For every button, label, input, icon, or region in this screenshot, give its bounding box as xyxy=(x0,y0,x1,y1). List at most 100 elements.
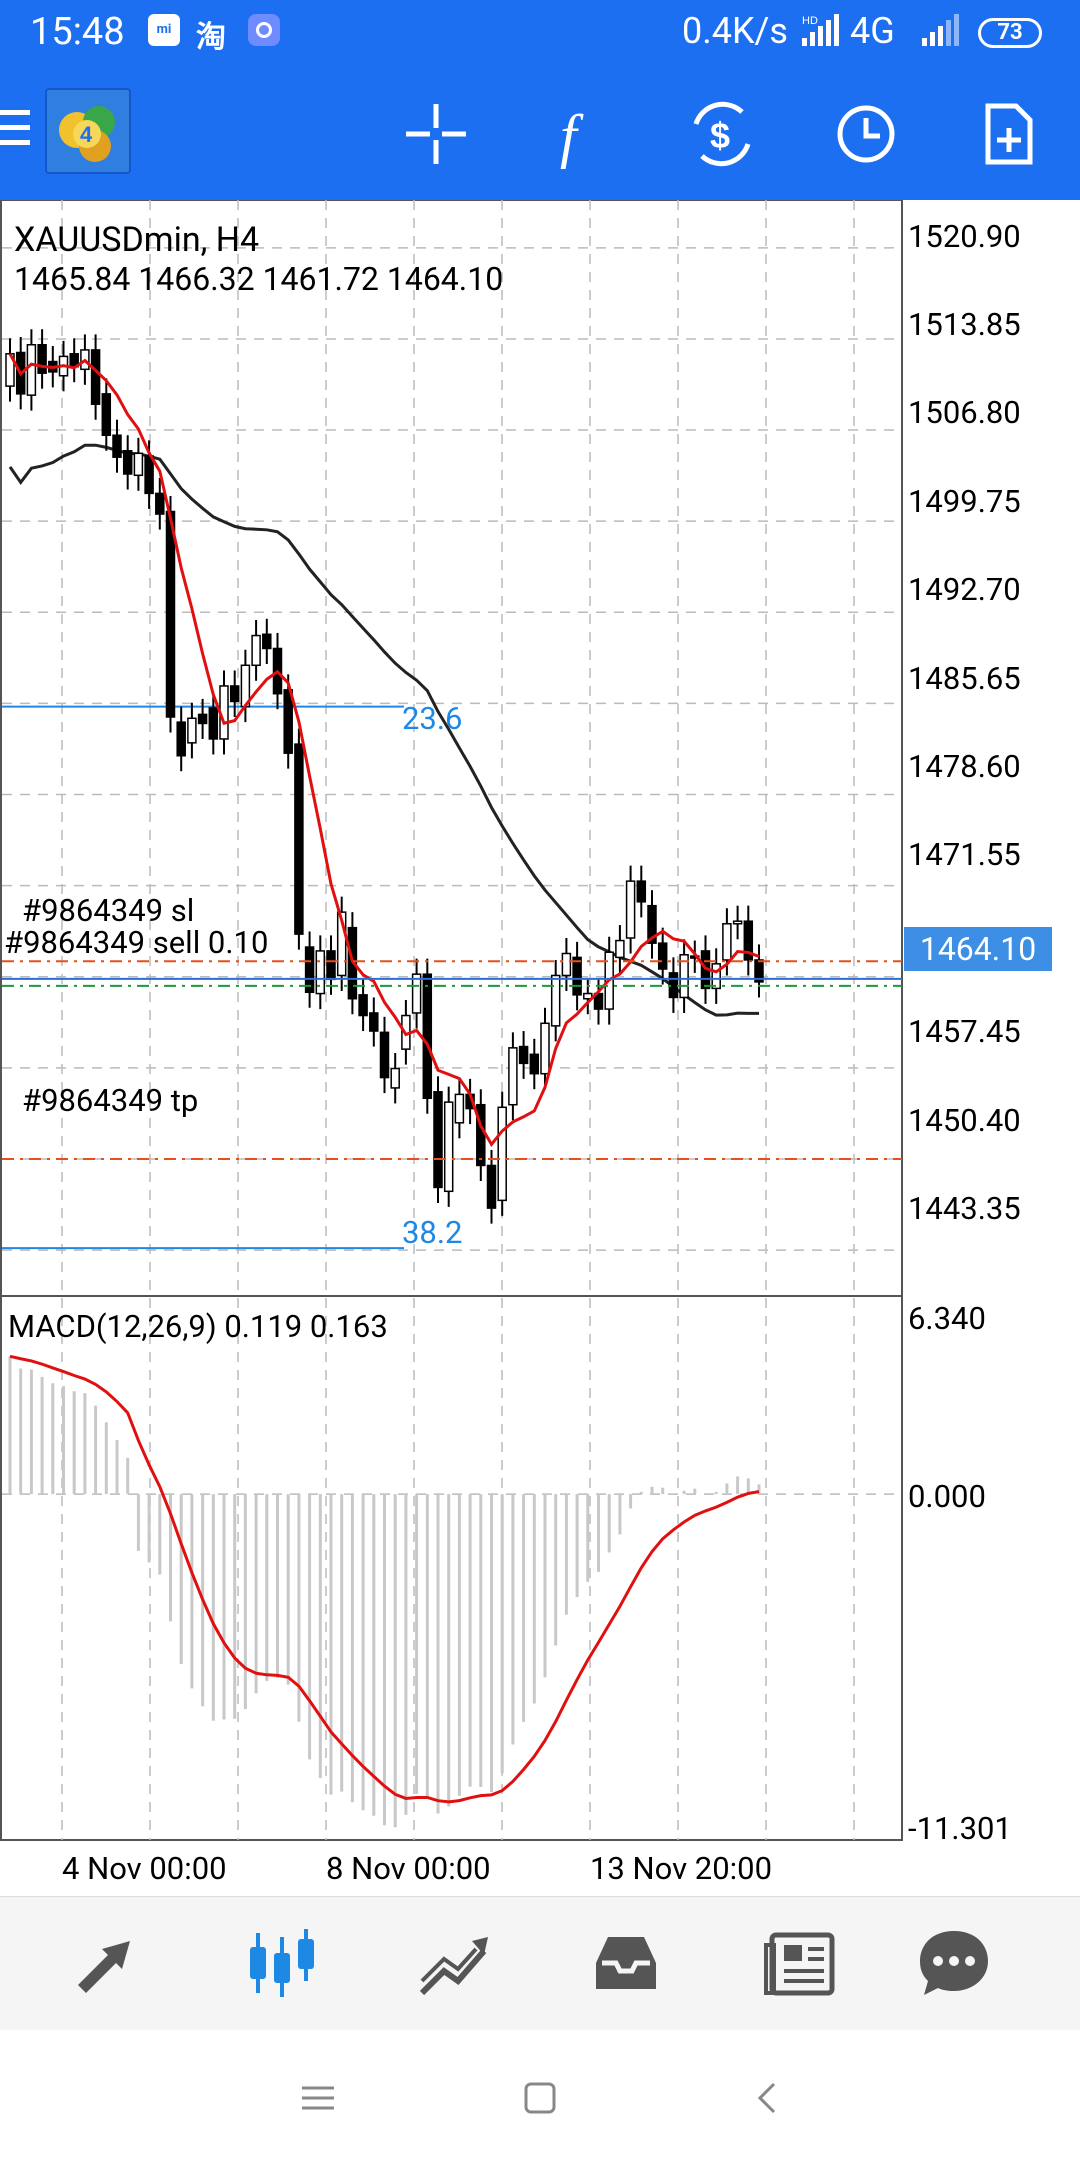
candle-body xyxy=(540,1022,550,1075)
order-sell-label: #9864349 sell 0.10 xyxy=(4,924,269,961)
candle-body xyxy=(379,1031,390,1079)
search-app-icon xyxy=(248,14,280,46)
trade-trend-icon[interactable] xyxy=(414,1923,494,2003)
price-axis-label: 1450.40 xyxy=(908,1102,1021,1139)
chart-area[interactable]: XAUUSDmin, H4 1465.84 1466.32 1461.72 14… xyxy=(0,200,1080,1900)
candle-body xyxy=(722,923,732,961)
candle-body xyxy=(486,1164,497,1209)
price-chart[interactable] xyxy=(0,200,1080,1900)
current-price-badge: 1464.10 xyxy=(904,927,1052,971)
candle-body xyxy=(187,717,197,744)
candle-body xyxy=(369,1012,379,1032)
candle-body xyxy=(144,455,154,495)
candle-body xyxy=(615,939,625,959)
chart-candles-icon[interactable] xyxy=(242,1923,322,2003)
candle-body xyxy=(657,942,668,970)
hd-label: HD xyxy=(802,15,818,27)
taobao-icon: 淘 xyxy=(196,20,226,55)
system-nav-bar xyxy=(0,2030,1080,2160)
candle-body xyxy=(732,920,743,925)
signal-hd-icon: HD xyxy=(802,14,839,46)
candle-body xyxy=(625,880,636,939)
order-tp-label: #9864349 tp xyxy=(22,1082,199,1119)
chart-frame xyxy=(0,200,903,1841)
indicators-icon[interactable]: f xyxy=(538,94,618,174)
status-time: 15:48 xyxy=(30,10,125,54)
candle-body xyxy=(112,434,122,458)
svg-text:4: 4 xyxy=(80,122,93,147)
svg-text:f: f xyxy=(560,103,584,169)
mt4-logo-icon: 4 xyxy=(59,106,115,162)
candle-body xyxy=(165,510,176,718)
time-axis-label: 13 Nov 20:00 xyxy=(590,1850,773,1887)
svg-text:$: $ xyxy=(710,115,730,156)
candle-body xyxy=(326,950,336,981)
candle-body xyxy=(711,963,721,990)
candle-body xyxy=(443,1101,454,1193)
news-icon[interactable] xyxy=(760,1923,840,2003)
order-sl-label: #9864349 sl xyxy=(22,892,195,929)
signal-icon xyxy=(922,14,959,46)
candle-body xyxy=(518,1045,529,1065)
candle-body xyxy=(433,1091,443,1189)
price-axis-label: 1457.45 xyxy=(908,1013,1021,1050)
candle-body xyxy=(743,920,754,961)
candle-body xyxy=(754,959,764,983)
macd-signal-line xyxy=(9,1354,760,1804)
candle-body xyxy=(90,349,101,405)
candle-body xyxy=(251,634,261,667)
macd-axis-bottom: -11.301 xyxy=(908,1810,1012,1847)
candle-body xyxy=(411,973,422,1014)
chat-icon[interactable] xyxy=(914,1923,994,2003)
ohlc-values: 1465.84 1466.32 1461.72 1464.10 xyxy=(14,260,504,298)
candle-body xyxy=(315,950,326,995)
price-axis-label: 1506.80 xyxy=(908,394,1021,431)
new-order-icon[interactable] xyxy=(968,94,1048,174)
price-axis-label: 1513.85 xyxy=(908,306,1021,343)
price-axis-label: 1471.55 xyxy=(908,836,1021,873)
history-inbox-icon[interactable] xyxy=(586,1923,666,2003)
quotes-arrows-icon[interactable] xyxy=(68,1923,148,2003)
price-axis-label: 1485.65 xyxy=(908,660,1021,697)
candle-body xyxy=(155,492,165,515)
time-axis-label: 4 Nov 00:00 xyxy=(62,1850,227,1887)
status-bar: 15:48 mi 淘 0.4K/s HD 4G 73 xyxy=(0,0,1080,64)
menu-icon[interactable] xyxy=(0,110,30,150)
candle-body xyxy=(283,689,293,754)
candle-body xyxy=(133,452,144,477)
candle-body xyxy=(679,954,689,999)
macd-axis-zero: 0.000 xyxy=(908,1478,986,1515)
candle-body xyxy=(529,1053,540,1075)
price-axis-label: 1499.75 xyxy=(908,483,1021,520)
candle-body xyxy=(122,449,133,475)
candle-body xyxy=(358,994,368,1017)
macd-axis-top: 6.340 xyxy=(908,1300,986,1337)
candle-body xyxy=(561,952,572,977)
candle-body xyxy=(636,880,647,903)
candle-body xyxy=(583,992,593,1000)
period-clock-icon[interactable] xyxy=(826,94,906,174)
home-square-icon[interactable] xyxy=(520,2078,560,2118)
fibo-label-38: 38.2 xyxy=(402,1214,463,1251)
candle-body xyxy=(304,946,315,994)
fibo-label-23: 23.6 xyxy=(402,700,463,737)
price-axis-label: 1443.35 xyxy=(908,1190,1021,1227)
candle-body xyxy=(37,344,47,374)
candle-body xyxy=(422,973,433,1100)
time-axis-label: 8 Nov 00:00 xyxy=(326,1850,491,1887)
back-chevron-icon[interactable] xyxy=(748,2078,788,2118)
candle-body xyxy=(390,1067,400,1089)
toolbar: 4 f $ xyxy=(0,64,1080,200)
macd-title: MACD(12,26,9) 0.119 0.163 xyxy=(8,1308,388,1345)
candle-body xyxy=(336,911,347,977)
trade-dollar-icon[interactable]: $ xyxy=(682,94,762,174)
metatrader-logo[interactable]: 4 xyxy=(45,88,131,174)
candle-body xyxy=(454,1093,465,1124)
candle-body xyxy=(508,1047,518,1106)
candle-body xyxy=(197,713,208,725)
mi-app-icon: mi xyxy=(148,14,180,46)
menu-lines-icon[interactable] xyxy=(298,2078,338,2118)
crosshair-icon[interactable] xyxy=(396,94,476,174)
candle-body xyxy=(26,344,37,396)
